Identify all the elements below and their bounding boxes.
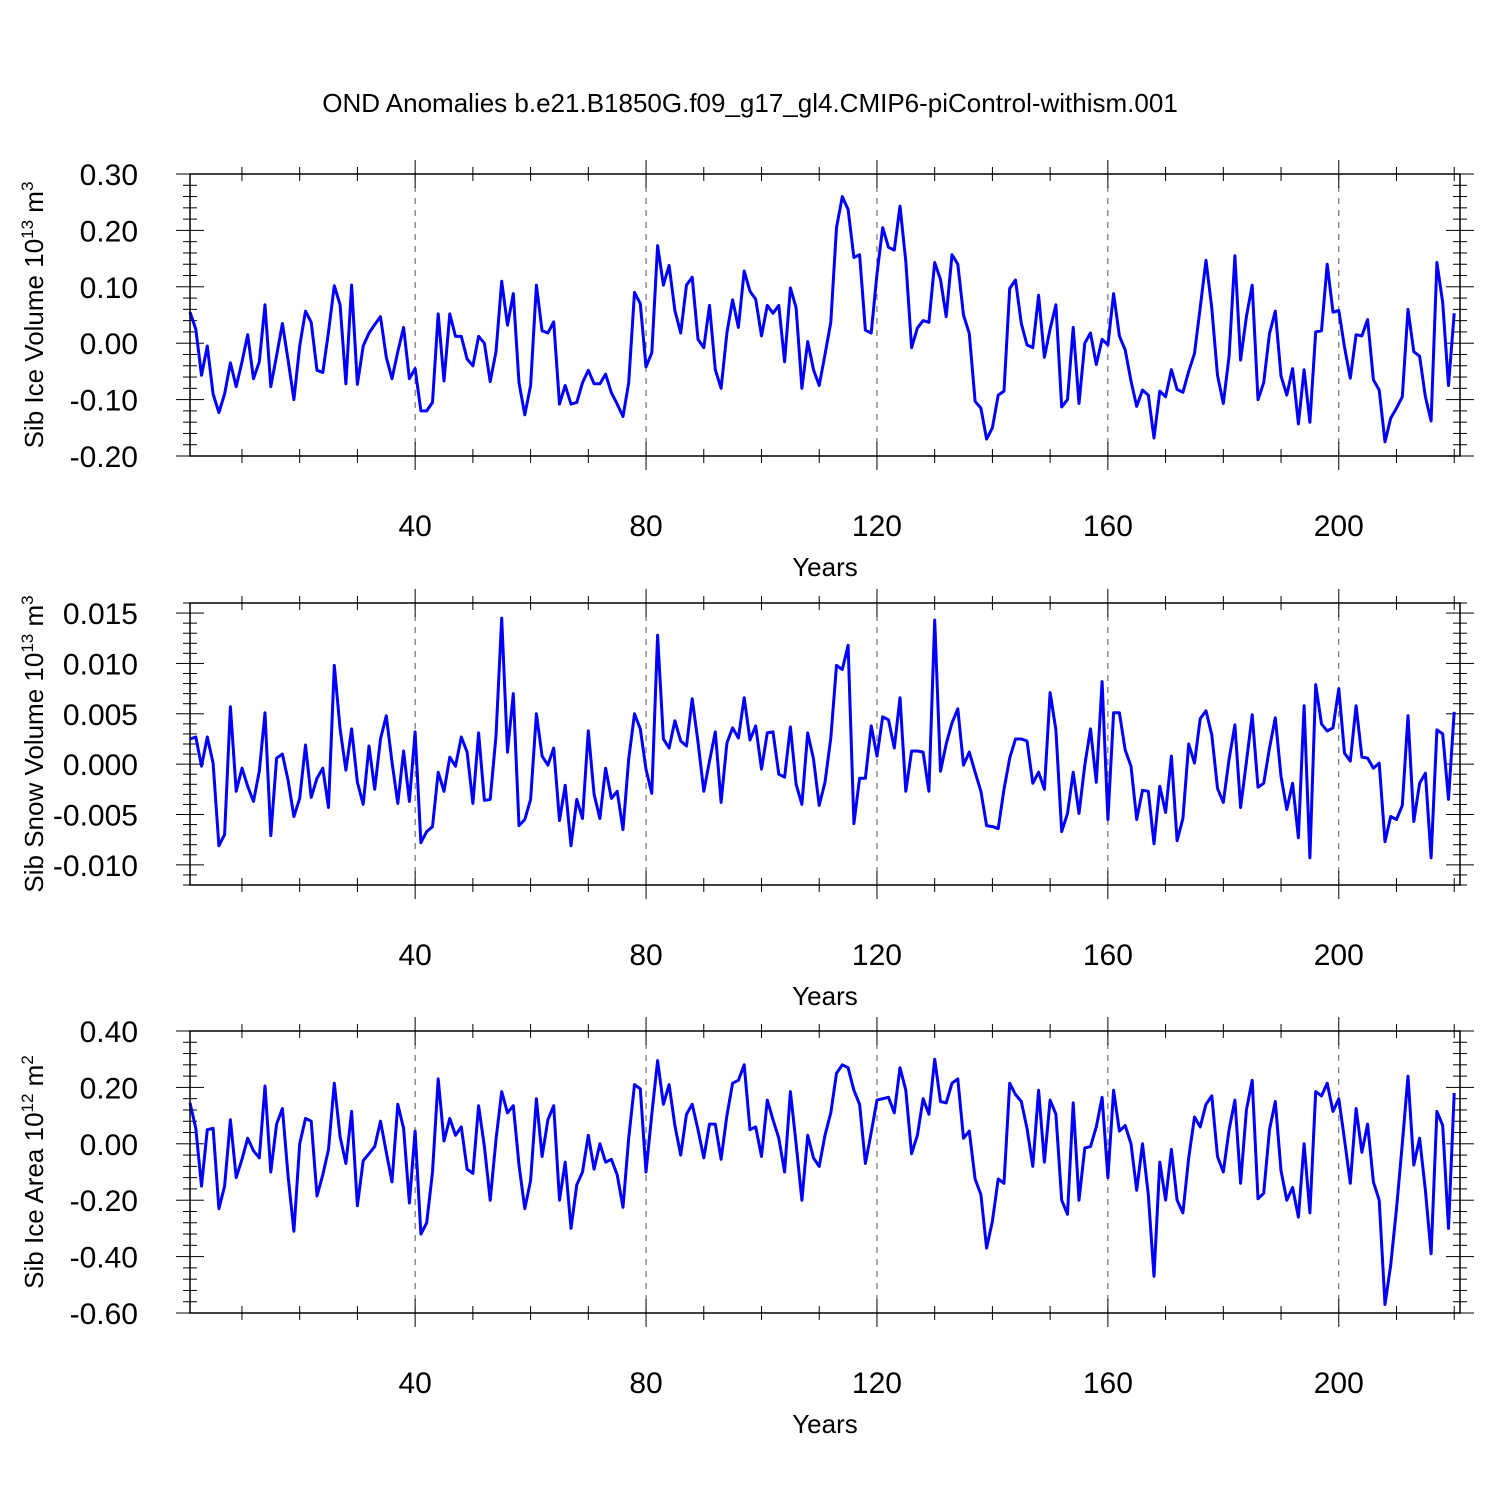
x-axis-label: Years: [792, 981, 858, 1011]
panel-snow-volume: -0.010 -0.005 0.000 0.005 0.010 0.015 40 80 120 1…: [18, 589, 1474, 1011]
x-tick-label: 80: [629, 939, 662, 972]
y-tick-label: 0.20: [80, 215, 138, 248]
y-tick-label: -0.010: [53, 850, 138, 883]
x-tick-label: 80: [629, 1367, 662, 1400]
plot-frame: [189, 1030, 1461, 1314]
y-tick-label: -0.20: [70, 441, 138, 474]
plot-frame: [189, 173, 1461, 457]
plot-frame: [189, 602, 1461, 886]
y-tick-label: 0.010: [63, 648, 138, 681]
x-axis-label: Years: [792, 1409, 858, 1439]
chart-title: OND Anomalies b.e21.B1850G.f09_g17_gl4.C…: [322, 88, 1178, 118]
y-tick-label: 0.000: [63, 749, 138, 782]
y-axis-label: Sib Ice Area 1012 m2: [18, 1055, 49, 1289]
y-tick-label: 0.005: [63, 699, 138, 732]
x-tick-label: 80: [629, 510, 662, 543]
x-tick-label: 160: [1083, 1367, 1133, 1400]
series-line: [189, 616, 1456, 860]
x-tick-label: 200: [1314, 1367, 1364, 1400]
panel-ice-volume: -0.20 -0.10 0.00 0.10 0.20 0.30 40 80 120 160 200 Y…: [18, 159, 1474, 582]
y-tick-label: -0.40: [70, 1242, 138, 1275]
series-line: [188, 1057, 1456, 1306]
y-tick-label: -0.20: [70, 1185, 138, 1218]
y-tick-label: -0.10: [70, 385, 138, 418]
x-tick-label: 200: [1314, 939, 1364, 972]
y-tick-label: -0.60: [70, 1298, 138, 1331]
panels-group: -0.20 -0.10 0.00 0.10 0.20 0.30 40 80 120 160 200 Y…: [18, 159, 1474, 1439]
x-tick-label: 40: [398, 510, 431, 543]
x-tick-label: 200: [1314, 510, 1364, 543]
y-axis-label: Sib Ice Volume 1013 m3: [18, 182, 49, 449]
x-tick-label: 120: [852, 939, 902, 972]
x-tick-label: 160: [1083, 510, 1133, 543]
y-tick-label: -0.005: [53, 800, 138, 833]
y-tick-label: 0.00: [80, 328, 138, 361]
panel-ice-area: -0.60 -0.40 -0.20 0.00 0.20 0.40 40 80 120 160 200…: [18, 1016, 1474, 1439]
y-tick-label: 0.00: [80, 1129, 138, 1162]
y-tick-label: 0.40: [80, 1016, 138, 1049]
y-tick-label: 0.20: [80, 1072, 138, 1105]
y-tick-label: 0.30: [80, 159, 138, 192]
series-line: [188, 195, 1456, 444]
x-tick-label: 120: [852, 1367, 902, 1400]
x-tick-label: 40: [398, 1367, 431, 1400]
x-tick-label: 40: [398, 939, 431, 972]
x-axis-label: Years: [792, 552, 858, 582]
y-axis-label: Sib Snow Volume 1013 m3: [18, 595, 49, 892]
y-tick-label: 0.10: [80, 272, 138, 305]
x-tick-label: 160: [1083, 939, 1133, 972]
x-tick-label: 120: [852, 510, 902, 543]
y-tick-label: 0.015: [63, 598, 138, 631]
